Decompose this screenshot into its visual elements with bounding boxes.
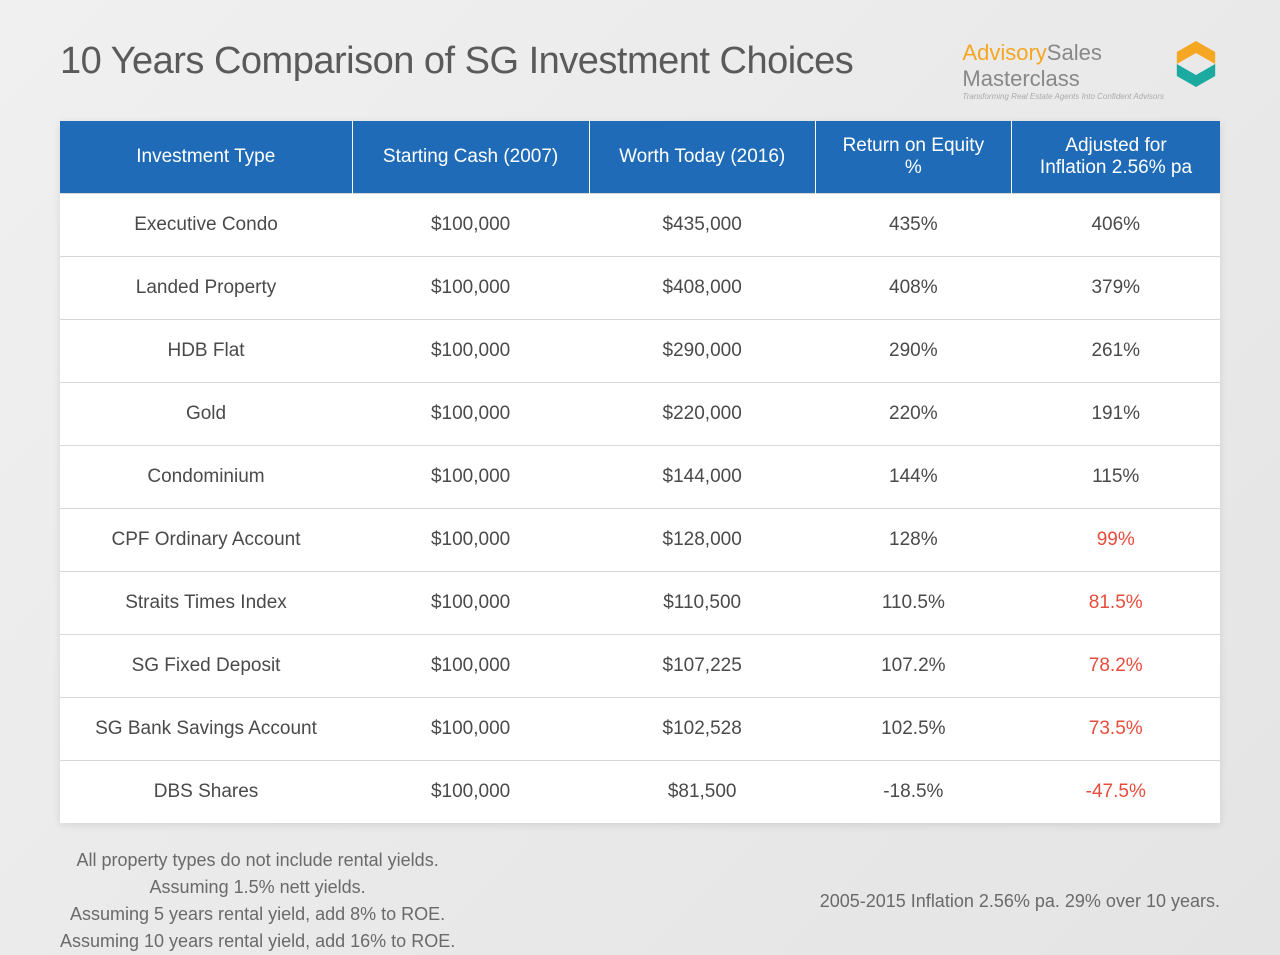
cell-worth-today: $144,000 xyxy=(589,446,815,509)
table-row: Straits Times Index$100,000$110,500110.5… xyxy=(60,572,1220,635)
brand-icon-top xyxy=(1177,41,1215,64)
cell-investment-type: Landed Property xyxy=(60,257,352,320)
cell-investment-type: CPF Ordinary Account xyxy=(60,509,352,572)
table-header: Investment Type Starting Cash (2007) Worth… xyxy=(60,121,1220,194)
header: 10 Years Comparison of SG Investment Cho… xyxy=(60,40,1220,101)
table-row: SG Fixed Deposit$100,000$107,225107.2%78… xyxy=(60,635,1220,698)
cell-starting-cash: $100,000 xyxy=(352,509,589,572)
table-row: Landed Property$100,000$408,000408%379% xyxy=(60,257,1220,320)
cell-adjusted: 191% xyxy=(1011,383,1220,446)
cell-adjusted: 406% xyxy=(1011,194,1220,257)
cell-adjusted: 81.5% xyxy=(1011,572,1220,635)
footer-note-line: All property types do not include rental… xyxy=(60,847,455,874)
investment-table: Investment Type Starting Cash (2007) Worth… xyxy=(60,121,1220,823)
footer-note-line: Assuming 1.5% nett yields. xyxy=(60,874,455,901)
cell-worth-today: $290,000 xyxy=(589,320,815,383)
table-row: HDB Flat$100,000$290,000290%261% xyxy=(60,320,1220,383)
page-title: 10 Years Comparison of SG Investment Cho… xyxy=(60,40,853,83)
cell-investment-type: SG Bank Savings Account xyxy=(60,698,352,761)
brand-sales: Sales xyxy=(1047,40,1102,65)
cell-adjusted: 379% xyxy=(1011,257,1220,320)
cell-worth-today: $128,000 xyxy=(589,509,815,572)
cell-investment-type: Condominium xyxy=(60,446,352,509)
cell-starting-cash: $100,000 xyxy=(352,635,589,698)
brand-text: AdvisorySales Masterclass Transforming R… xyxy=(962,40,1164,101)
brand-icon-bottom xyxy=(1177,64,1215,87)
cell-starting-cash: $100,000 xyxy=(352,320,589,383)
table-row: SG Bank Savings Account$100,000$102,5281… xyxy=(60,698,1220,761)
brand-line1: AdvisorySales xyxy=(962,40,1164,66)
cell-roe: 107.2% xyxy=(815,635,1011,698)
cell-adjusted: 115% xyxy=(1011,446,1220,509)
table-row: DBS Shares$100,000$81,500-18.5%-47.5% xyxy=(60,761,1220,824)
cell-adjusted: 73.5% xyxy=(1011,698,1220,761)
cell-roe: 144% xyxy=(815,446,1011,509)
cell-worth-today: $220,000 xyxy=(589,383,815,446)
cell-roe: 110.5% xyxy=(815,572,1011,635)
cell-starting-cash: $100,000 xyxy=(352,572,589,635)
cell-adjusted: 99% xyxy=(1011,509,1220,572)
brand-tagline: Transforming Real Estate Agents Into Con… xyxy=(962,92,1164,101)
cell-worth-today: $435,000 xyxy=(589,194,815,257)
cell-adjusted: -47.5% xyxy=(1011,761,1220,824)
brand-icon xyxy=(1172,40,1220,88)
cell-roe: 128% xyxy=(815,509,1011,572)
cell-roe: 220% xyxy=(815,383,1011,446)
cell-starting-cash: $100,000 xyxy=(352,761,589,824)
cell-investment-type: Executive Condo xyxy=(60,194,352,257)
brand-advisory: Advisory xyxy=(962,40,1046,65)
cell-roe: 102.5% xyxy=(815,698,1011,761)
cell-adjusted: 261% xyxy=(1011,320,1220,383)
cell-starting-cash: $100,000 xyxy=(352,383,589,446)
cell-worth-today: $107,225 xyxy=(589,635,815,698)
cell-worth-today: $102,528 xyxy=(589,698,815,761)
footer-notes: All property types do not include rental… xyxy=(60,847,1220,955)
cell-investment-type: HDB Flat xyxy=(60,320,352,383)
column-header-text: % xyxy=(826,157,1001,179)
cell-roe: 290% xyxy=(815,320,1011,383)
column-header: Return on Equity% xyxy=(815,121,1011,194)
cell-investment-type: Straits Times Index xyxy=(60,572,352,635)
column-header: Investment Type xyxy=(60,121,352,194)
column-header: Adjusted forInflation 2.56% pa xyxy=(1011,121,1220,194)
footer-left: All property types do not include rental… xyxy=(60,847,455,955)
cell-roe: 435% xyxy=(815,194,1011,257)
brand-logo: AdvisorySales Masterclass Transforming R… xyxy=(962,40,1220,101)
footer-note-line: Assuming 10 years rental yield, add 16% … xyxy=(60,928,455,955)
table-row: CPF Ordinary Account$100,000$128,000128%… xyxy=(60,509,1220,572)
cell-roe: 408% xyxy=(815,257,1011,320)
column-header-text: Inflation 2.56% pa xyxy=(1022,157,1210,179)
column-header-text: Worth Today (2016) xyxy=(600,146,805,168)
footer-note-line: Assuming 5 years rental yield, add 8% to… xyxy=(60,901,455,928)
table-row: Gold$100,000$220,000220%191% xyxy=(60,383,1220,446)
cell-investment-type: SG Fixed Deposit xyxy=(60,635,352,698)
cell-investment-type: DBS Shares xyxy=(60,761,352,824)
cell-starting-cash: $100,000 xyxy=(352,194,589,257)
table-row: Condominium$100,000$144,000144%115% xyxy=(60,446,1220,509)
cell-investment-type: Gold xyxy=(60,383,352,446)
cell-starting-cash: $100,000 xyxy=(352,698,589,761)
column-header-text: Return on Equity xyxy=(826,135,1001,157)
footer-right: 2005-2015 Inflation 2.56% pa. 29% over 1… xyxy=(820,891,1220,912)
cell-starting-cash: $100,000 xyxy=(352,446,589,509)
brand-line2: Masterclass xyxy=(962,66,1164,92)
cell-worth-today: $110,500 xyxy=(589,572,815,635)
table-row: Executive Condo$100,000$435,000435%406% xyxy=(60,194,1220,257)
column-header: Worth Today (2016) xyxy=(589,121,815,194)
column-header-text: Adjusted for xyxy=(1022,135,1210,157)
cell-worth-today: $408,000 xyxy=(589,257,815,320)
cell-roe: -18.5% xyxy=(815,761,1011,824)
column-header-text: Investment Type xyxy=(70,146,342,168)
table-body: Executive Condo$100,000$435,000435%406%L… xyxy=(60,194,1220,824)
cell-adjusted: 78.2% xyxy=(1011,635,1220,698)
cell-worth-today: $81,500 xyxy=(589,761,815,824)
column-header: Starting Cash (2007) xyxy=(352,121,589,194)
cell-starting-cash: $100,000 xyxy=(352,257,589,320)
column-header-text: Starting Cash (2007) xyxy=(363,146,579,168)
